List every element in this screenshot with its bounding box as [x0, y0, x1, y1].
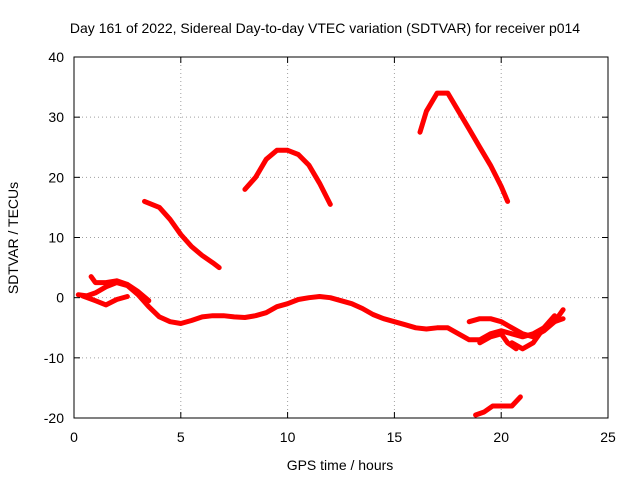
- series-arc-4: [142, 198, 222, 271]
- y-tick-label: -10: [44, 350, 64, 366]
- series-arc-8: [466, 307, 566, 340]
- y-tick-label: 10: [48, 230, 64, 246]
- x-tick-label: 10: [280, 429, 296, 445]
- x-tick-label: 0: [70, 429, 78, 445]
- series-arc-2: [88, 274, 152, 304]
- x-axis-label: GPS time / hours: [287, 457, 394, 473]
- series-arc-3: [80, 293, 130, 308]
- tick-layer: 0 5 10 15 20 25 -20 -10 0 10 20 30 40: [44, 49, 616, 445]
- x-tick-label: 20: [493, 429, 509, 445]
- y-tick-label: 20: [48, 169, 64, 185]
- y-axis-label: SDTVAR / TECUs: [5, 182, 21, 294]
- x-tick-label: 25: [600, 429, 616, 445]
- chart-title: Day 161 of 2022, Sidereal Day-to-day VTE…: [70, 20, 580, 36]
- grid-layer: [74, 57, 608, 418]
- y-tick-label: 40: [48, 49, 64, 65]
- y-tick-label: 0: [56, 290, 64, 306]
- y-tick-label: -20: [44, 410, 64, 426]
- series-layer: [75, 90, 566, 418]
- x-tick-label: 5: [177, 429, 185, 445]
- series-arc-6: [417, 90, 511, 204]
- series-arc-7: [473, 394, 523, 418]
- series-arc-10: [509, 313, 558, 352]
- series-arc-5: [242, 147, 333, 207]
- y-tick-label: 30: [48, 109, 64, 125]
- x-tick-label: 15: [387, 429, 403, 445]
- series-arc-1: [75, 280, 566, 343]
